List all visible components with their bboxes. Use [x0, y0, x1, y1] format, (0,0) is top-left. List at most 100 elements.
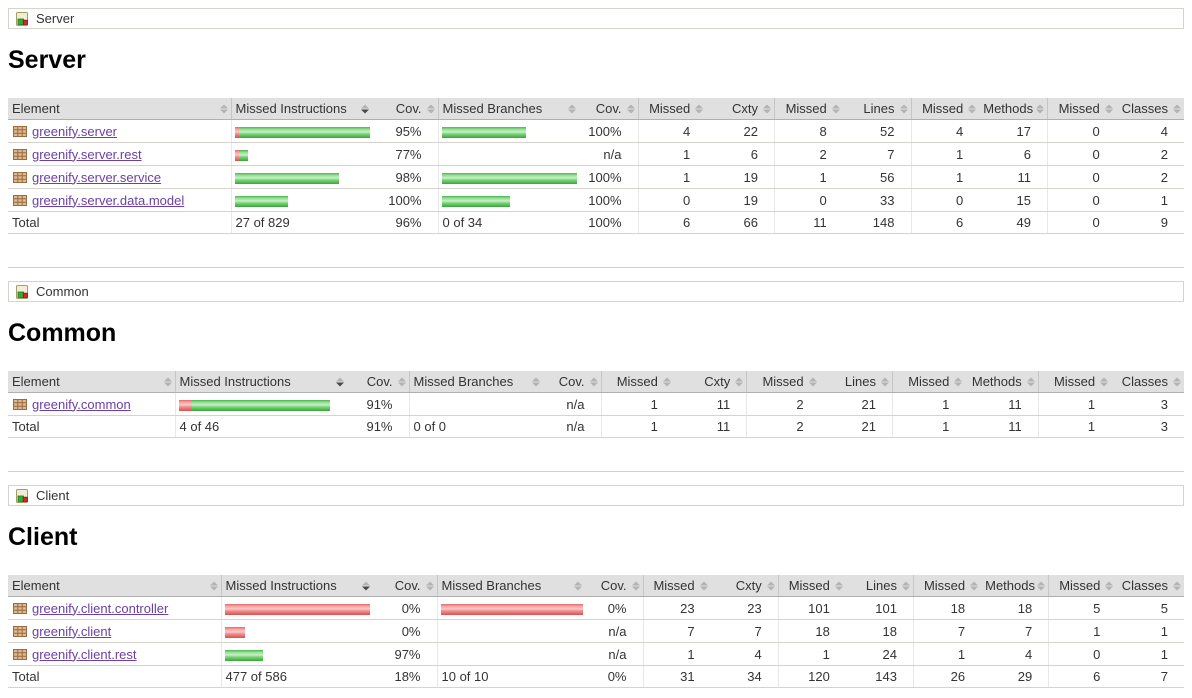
branches-bar	[437, 119, 579, 143]
cxty: 19	[706, 188, 775, 212]
column-header-missed[interactable]: Missed	[642, 575, 711, 597]
column-header-missed[interactable]: Missed	[637, 98, 707, 120]
table-row: greenify.server.rest 77% n/a 1 6 2 7 1 6…	[8, 142, 1184, 166]
lines: 18	[845, 619, 914, 643]
package-link[interactable]: greenify.server.rest	[32, 146, 142, 162]
cxty: 11	[673, 392, 747, 416]
column-header-lines[interactable]: Lines	[819, 371, 893, 393]
column-header-cov[interactable]: Cov.	[585, 575, 643, 597]
column-header-missed[interactable]: Missed	[913, 575, 982, 597]
column-header-methods[interactable]: Methods	[965, 371, 1039, 393]
column-header-cov[interactable]: Cov.	[372, 98, 438, 120]
missed-lines: 18	[777, 619, 846, 643]
column-header-classes[interactable]: Classes	[1116, 575, 1184, 597]
total-branch-coverage: 100%	[579, 211, 638, 234]
column-header-missed-instructions[interactable]: Missed Instructions	[230, 98, 372, 120]
missed-cxty: 7	[642, 619, 711, 643]
package-link[interactable]: greenify.server.service	[32, 169, 162, 185]
total-cxty: 66	[706, 211, 775, 234]
total-classes: 7	[1116, 665, 1184, 688]
missed-classes: 0	[1046, 188, 1116, 212]
total-lines: 148	[842, 211, 911, 234]
missed-classes: 1	[1037, 392, 1112, 416]
column-header-cov[interactable]: Cov.	[543, 371, 601, 393]
sort-icon	[397, 377, 406, 386]
instruction-coverage: 91%	[347, 392, 409, 416]
column-header-label: Missed	[762, 374, 804, 389]
column-header-lines[interactable]: Lines	[842, 98, 911, 120]
total-instruction-coverage: 91%	[347, 415, 409, 438]
total-branch-coverage: 0%	[585, 665, 643, 688]
column-header-label: Missed Branches	[441, 578, 542, 593]
column-header-label: Missed	[922, 101, 964, 116]
table-row: greenify.client.controller 0% 0% 23 23 1…	[8, 596, 1184, 620]
sort-icon	[631, 581, 640, 590]
missed-lines: 101	[777, 596, 846, 620]
section-client: Client Client Element Missed Instruction…	[8, 485, 1184, 688]
column-header-element[interactable]: Element	[8, 575, 221, 597]
column-header-cxty[interactable]: Cxty	[710, 575, 779, 597]
sort-icon	[426, 104, 435, 113]
instructions-bar	[220, 619, 373, 643]
column-header-missed-instructions[interactable]: Missed Instructions	[220, 575, 373, 597]
total-branches: 0 of 0	[408, 415, 543, 438]
instructions-bar	[174, 392, 347, 416]
column-header-cov[interactable]: Cov.	[579, 98, 638, 120]
column-header-cov[interactable]: Cov.	[373, 575, 437, 597]
lines: 7	[842, 142, 911, 166]
table-header-row: Element Missed Instructions Cov. Missed …	[8, 371, 1184, 393]
column-header-missed[interactable]: Missed	[600, 371, 674, 393]
column-header-missed-instructions[interactable]: Missed Instructions	[174, 371, 347, 393]
column-header-cov[interactable]: Cov.	[347, 371, 409, 393]
group-icon	[14, 284, 30, 300]
missed-cxty: 0	[637, 188, 707, 212]
lines: 33	[842, 188, 911, 212]
package-link[interactable]: greenify.server.data.model	[32, 192, 185, 208]
column-header-classes[interactable]: Classes	[1115, 98, 1184, 120]
package-icon	[12, 623, 28, 639]
package-link[interactable]: greenify.common	[32, 396, 131, 412]
column-header-label: Missed	[908, 374, 950, 389]
column-header-methods[interactable]: Methods	[981, 575, 1049, 597]
package-link[interactable]: greenify.client.rest	[32, 646, 137, 662]
column-header-methods[interactable]: Methods	[979, 98, 1048, 120]
column-header-cxty[interactable]: Cxty	[673, 371, 747, 393]
lines: 52	[842, 119, 911, 143]
branches-bar	[437, 142, 579, 166]
column-header-missed[interactable]: Missed	[1037, 371, 1112, 393]
package-link[interactable]: greenify.server	[32, 123, 118, 139]
missed-lines: 1	[777, 642, 846, 666]
missed-lines: 0	[773, 188, 843, 212]
column-header-missed-branches[interactable]: Missed Branches	[436, 575, 585, 597]
methods: 6	[979, 142, 1048, 166]
column-header-missed[interactable]: Missed	[773, 98, 843, 120]
missed-cxty: 1	[637, 165, 707, 189]
total-missed-cxty: 31	[642, 665, 711, 688]
column-header-classes[interactable]: Classes	[1111, 371, 1184, 393]
sort-icon	[763, 104, 771, 113]
page-title: Common	[8, 319, 117, 347]
sort-icon	[970, 581, 979, 590]
column-header-missed[interactable]: Missed	[1048, 575, 1117, 597]
column-header-missed[interactable]: Missed	[1046, 98, 1116, 120]
column-header-missed-branches[interactable]: Missed Branches	[437, 98, 579, 120]
sort-icon	[1100, 377, 1109, 386]
table-row: greenify.common 91% n/a 1 11 2 21 1 11 1…	[8, 392, 1184, 416]
missed-methods: 1	[910, 142, 980, 166]
column-header-element[interactable]: Element	[8, 98, 231, 120]
sort-icon	[1026, 377, 1035, 386]
package-link[interactable]: greenify.client	[32, 623, 112, 639]
methods: 7	[981, 619, 1049, 643]
column-header-cxty[interactable]: Cxty	[706, 98, 775, 120]
total-branches: 0 of 34	[437, 211, 579, 234]
column-header-missed[interactable]: Missed	[746, 371, 820, 393]
column-header-missed-branches[interactable]: Missed Branches	[408, 371, 543, 393]
column-header-missed[interactable]: Missed	[777, 575, 846, 597]
column-header-missed[interactable]: Missed	[910, 98, 980, 120]
package-link[interactable]: greenify.client.controller	[32, 600, 169, 616]
column-header-missed[interactable]: Missed	[892, 371, 966, 393]
sort-icon	[968, 104, 977, 113]
column-header-lines[interactable]: Lines	[845, 575, 914, 597]
breadcrumb-label: Client	[36, 488, 70, 503]
column-header-element[interactable]: Element	[8, 371, 175, 393]
